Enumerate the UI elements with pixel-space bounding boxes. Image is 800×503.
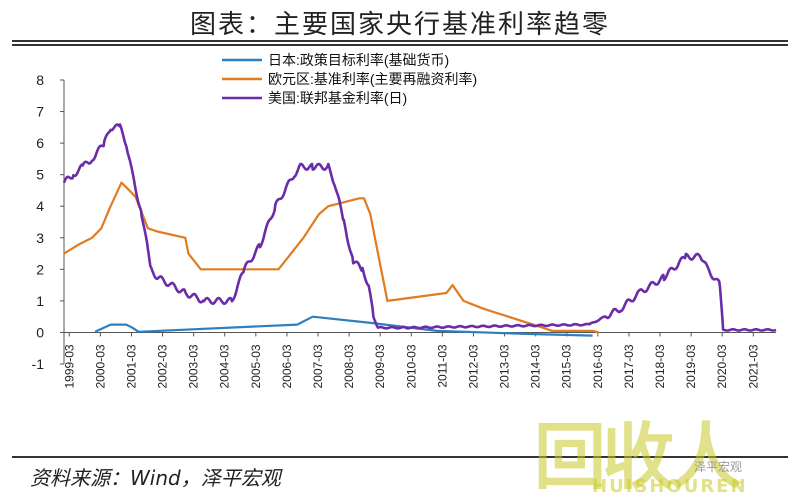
series-line-2 (63, 181, 600, 334)
x-tick-label: 2017-03 (622, 344, 636, 388)
y-tick-label: 7 (36, 104, 44, 120)
x-tick-label: 2016-03 (591, 344, 605, 388)
x-tick-label: 1999-03 (62, 344, 76, 388)
legend-label-3: 美国:联邦基金利率(日) (268, 90, 407, 106)
x-tick-label: 2000-03 (93, 344, 107, 388)
x-tick-label: 2001-03 (124, 344, 138, 388)
x-tick-label: 2006-03 (280, 344, 294, 388)
y-tick-label: 6 (36, 135, 44, 151)
chart-axes: 8 7 6 5 4 3 2 1 0 -1 1999-03 2000-03 2001-03 2002-03 2… (32, 72, 776, 388)
x-tick-label: 2005-03 (249, 344, 263, 388)
watermark-subtitle: HUISHOUREN (592, 476, 748, 497)
source-rule (12, 456, 788, 458)
x-tick-label: 2014-03 (529, 344, 543, 388)
x-tick-label: 2009-03 (373, 344, 387, 388)
x-tick-label: 2008-03 (342, 344, 356, 388)
x-tick-label: 2011-03 (435, 344, 449, 387)
x-tick-label: 2012-03 (466, 344, 480, 388)
y-tick-label: 0 (36, 324, 44, 340)
x-tick-label: 2019-03 (684, 344, 698, 388)
y-tick-label: 2 (36, 261, 44, 277)
legend-label-2: 欧元区:基准利率(主要再融资利率) (268, 71, 477, 87)
y-tick-label: 1 (36, 293, 44, 309)
series-line-3 (62, 123, 777, 332)
chart-legend: 日本:政策目标利率(基础货币) 欧元区:基准利率(主要再融资利率) 美国:联邦基金利… (222, 52, 477, 106)
y-tick-label: 8 (36, 72, 44, 88)
title-rule-bottom (12, 44, 788, 46)
source-note: 资料来源：Wind，泽平宏观 (30, 466, 281, 490)
x-tick-label: 2020-03 (715, 344, 729, 388)
series-line-1 (94, 315, 593, 337)
y-tick-label: -1 (32, 356, 45, 372)
y-tick-label: 5 (36, 167, 44, 183)
x-tick-label: 2018-03 (653, 344, 667, 388)
x-tick-label: 2010-03 (404, 344, 418, 388)
x-tick-label: 2004-03 (218, 344, 232, 388)
watermark-logo: 回收人 (534, 415, 742, 499)
x-tick-label: 2015-03 (560, 344, 574, 388)
chart-lines (62, 123, 777, 337)
title-rule-top (12, 40, 788, 42)
page-title: 图表：主要国家央行基准利率趋零 (189, 10, 610, 40)
x-tick-label: 2003-03 (187, 344, 201, 388)
x-tick-label: 2007-03 (311, 344, 325, 388)
x-tick-label: 2021-03 (746, 344, 760, 388)
y-tick-label: 3 (36, 230, 44, 246)
legend-label-1: 日本:政策目标利率(基础货币) (268, 52, 449, 68)
x-tick-label: 2002-03 (156, 344, 170, 388)
x-tick-label: 2013-03 (498, 344, 512, 388)
wechat-label: 泽平宏观 (694, 460, 743, 474)
y-tick-label: 4 (36, 198, 44, 214)
